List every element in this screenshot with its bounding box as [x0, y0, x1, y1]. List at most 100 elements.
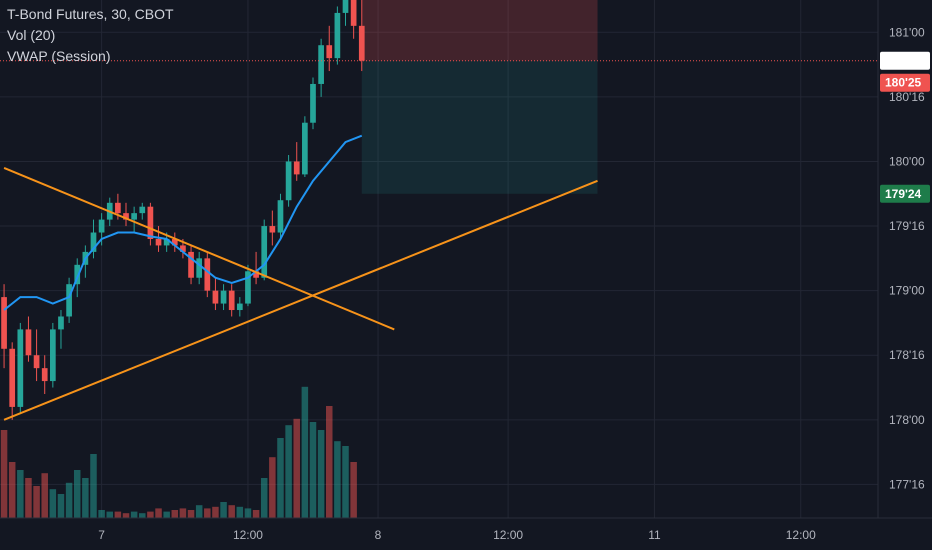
price-badge	[880, 184, 930, 203]
price-axis[interactable]: 177'16 178'00 178'16 179'00 179'16 180'00 180'…	[877, 0, 932, 550]
volume-bar	[236, 506, 244, 518]
volume-bar	[317, 430, 325, 518]
candle-body	[212, 290, 219, 304]
candle-body	[90, 232, 97, 252]
time-tick-label: 7	[98, 528, 105, 542]
candle-body	[9, 348, 16, 407]
grid-lines	[0, 0, 878, 518]
price-badge	[880, 73, 930, 92]
volume-bar	[139, 513, 146, 518]
candle-body	[123, 213, 129, 220]
volume-bar	[25, 478, 32, 518]
volume-bar	[179, 508, 187, 518]
candle-body	[302, 122, 308, 175]
candle-body	[33, 355, 40, 369]
volume-bar	[90, 454, 97, 518]
volume-bar	[244, 508, 252, 518]
price-tick-label: 180'00	[889, 154, 925, 168]
symbol-title[interactable]: T-Bond Futures, 30, CBOT	[7, 6, 174, 22]
candle-body	[269, 226, 276, 233]
volume-bar	[285, 425, 292, 518]
candlestick-series	[1, 0, 365, 420]
volume-bar	[309, 422, 317, 518]
volume-bar	[130, 511, 138, 518]
chart-legend: T-Bond Futures, 30, CBOT Vol (20) VWAP (…	[7, 4, 174, 67]
candle-body	[342, 0, 349, 13]
price-badge-label: 180'25	[885, 54, 922, 68]
candle-body	[180, 245, 186, 252]
vwap-series-line	[3, 134, 363, 311]
price-tick-label: 179'16	[889, 219, 925, 233]
time-tick-label: 12:00	[493, 528, 523, 542]
volume-bar	[98, 510, 105, 518]
candle-body	[196, 258, 203, 278]
candle-body	[147, 206, 154, 239]
volume-bar	[122, 513, 130, 518]
candle-body	[277, 200, 284, 233]
price-tick-label: 177'16	[889, 477, 925, 491]
candle-body	[171, 238, 178, 246]
volume-bar	[228, 505, 235, 518]
volume-bar	[325, 406, 333, 518]
candle-body	[253, 271, 259, 278]
candle-body	[220, 290, 227, 304]
price-badge-label: 179'24	[885, 187, 922, 201]
volume-bar	[293, 418, 300, 518]
candle-body	[115, 202, 121, 214]
volume-bar	[33, 486, 40, 518]
take-profit-zone	[361, 60, 598, 194]
candle-body	[25, 329, 32, 356]
volume-bar	[0, 430, 8, 518]
candle-body	[310, 83, 316, 123]
volume-bar	[147, 511, 154, 518]
candle-body	[17, 329, 24, 407]
candle-body	[131, 213, 137, 220]
volume-bar	[301, 386, 309, 518]
trendline-ascending	[3, 179, 598, 421]
volume-bar	[41, 473, 48, 518]
candle-body	[41, 368, 48, 382]
candle-body	[74, 264, 81, 285]
candle-body	[1, 297, 7, 349]
time-axis[interactable]: 7 12:00 8 12:00 11 12:00	[0, 517, 932, 550]
candle-body	[98, 219, 105, 233]
candle-body	[293, 161, 300, 175]
price-badge-label: 180'25	[885, 76, 922, 90]
volume-bar	[171, 510, 179, 518]
volume-bar	[212, 506, 219, 518]
trendline-descending	[3, 167, 395, 331]
volume-bar	[269, 457, 276, 518]
volume-bar	[82, 478, 89, 518]
candle-body	[139, 206, 146, 214]
candle-body	[228, 290, 235, 311]
candle-body	[155, 238, 162, 246]
trendlines[interactable]	[3, 167, 598, 421]
candle-body	[58, 316, 64, 330]
vwap-indicator-label[interactable]: VWAP (Session)	[7, 48, 111, 64]
position-zones[interactable]	[361, 0, 598, 194]
candle-body	[66, 284, 72, 317]
volume-bar	[204, 508, 211, 518]
volume-indicator-label[interactable]: Vol (20)	[7, 27, 56, 43]
candle-body	[245, 271, 251, 304]
volume-bar	[334, 441, 341, 518]
price-badge	[880, 51, 930, 70]
volume-bar	[114, 511, 122, 518]
price-tick-label: 180'16	[889, 90, 925, 104]
candle-body	[326, 45, 333, 59]
volume-bar	[342, 446, 349, 518]
time-tick-label: 12:00	[233, 528, 263, 542]
price-tick-label: 178'16	[889, 348, 925, 362]
price-tick-label: 179'00	[889, 284, 925, 298]
candle-body	[49, 329, 56, 382]
volume-bar	[17, 470, 24, 518]
price-tick-label: 181'00	[889, 25, 925, 39]
volume-bar	[252, 510, 260, 518]
volume-bars	[0, 386, 357, 518]
candle-body	[261, 226, 268, 278]
candle-body	[318, 45, 324, 84]
candle-body	[188, 251, 194, 278]
volume-bar	[57, 494, 65, 518]
stop-loss-zone	[361, 0, 598, 61]
